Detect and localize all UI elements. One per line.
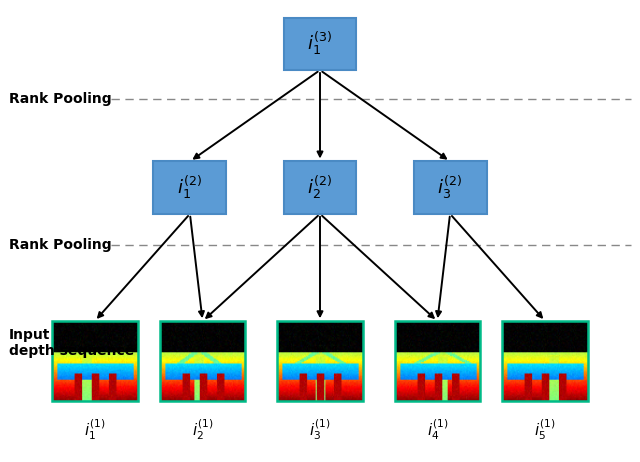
- Bar: [160, 321, 246, 401]
- Text: $i_3^{(2)}$: $i_3^{(2)}$: [438, 174, 463, 201]
- Text: $i_1^{(2)}$: $i_1^{(2)}$: [177, 174, 202, 201]
- Bar: [154, 161, 227, 214]
- Text: $i_2^{(1)}$: $i_2^{(1)}$: [192, 417, 213, 442]
- Bar: [502, 321, 588, 401]
- Text: Input
depth sequence: Input depth sequence: [9, 328, 134, 358]
- Text: $i_1^{(1)}$: $i_1^{(1)}$: [84, 417, 106, 442]
- Text: $i_2^{(2)}$: $i_2^{(2)}$: [307, 174, 333, 201]
- Bar: [394, 321, 480, 401]
- Bar: [413, 161, 486, 214]
- Text: Rank Pooling: Rank Pooling: [9, 237, 112, 252]
- Text: $i_4^{(1)}$: $i_4^{(1)}$: [427, 417, 448, 442]
- Bar: [277, 321, 363, 401]
- Bar: [284, 18, 356, 70]
- Text: $i_3^{(1)}$: $i_3^{(1)}$: [309, 417, 331, 442]
- Text: $i_5^{(1)}$: $i_5^{(1)}$: [534, 417, 556, 442]
- Bar: [284, 161, 356, 214]
- Text: Rank Pooling: Rank Pooling: [9, 91, 112, 106]
- Text: $i_1^{(3)}$: $i_1^{(3)}$: [307, 30, 333, 57]
- Bar: [52, 321, 138, 401]
